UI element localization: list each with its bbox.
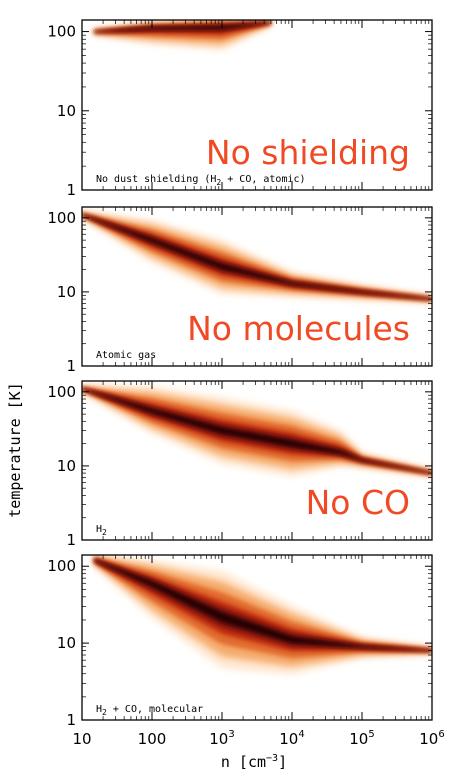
panel-frame: [81, 380, 433, 541]
x-tick-label: 104: [279, 729, 304, 748]
panel-3: 1 10 100 H2 No CO: [47, 380, 433, 549]
y-tick-label: 10: [57, 634, 76, 652]
panel-label: H2 + CO, molecular: [96, 704, 203, 717]
panel-frame: [81, 554, 433, 721]
y-tick-label: 100: [47, 383, 76, 401]
annotation-overlay: No shielding: [206, 133, 410, 172]
density-level-6: [94, 559, 432, 651]
density-cloud: [82, 211, 432, 303]
y-tick-label: 1: [66, 181, 76, 199]
density-cloud: [82, 385, 432, 477]
density-level-2: [82, 212, 432, 302]
y-tick-label: 100: [47, 557, 76, 575]
density-level-6: [94, 22, 271, 32]
y-axis-label: temperature [K]: [6, 382, 24, 517]
annotation-overlay: No molecules: [187, 309, 410, 348]
annotation-overlay: No CO: [306, 483, 410, 522]
y-tick-label: 1: [66, 531, 76, 549]
y-tick-label: 1: [66, 711, 76, 729]
y-tick-label: 1: [66, 357, 76, 375]
y-tick-label: 10: [57, 283, 76, 301]
y-tick-label: 10: [57, 457, 76, 475]
x-axis: 10 100 103 104 105 106: [72, 729, 444, 748]
panel-4: 1 10 100 H2 + CO, molecular: [47, 554, 433, 729]
panel-1: 1 10 100 No dust shielding (H2 + CO, atomic…: [47, 19, 433, 199]
density-cloud: [94, 555, 432, 675]
panel-label: H2: [96, 524, 107, 537]
density-level-3: [82, 213, 432, 301]
density-cloud: [94, 20, 271, 51]
y-tick-label: 100: [47, 23, 76, 41]
x-tick-label: 100: [138, 730, 167, 748]
x-axis-label: n [cm−3]: [221, 753, 287, 771]
panel-frame: [81, 206, 433, 367]
panels: 1 10 100 No dust shielding (H2 + CO, atomic…: [47, 19, 433, 729]
panel-frame: [81, 19, 433, 191]
density-level-5: [82, 388, 432, 474]
panel-2: 1 10 100 Atomic gas No molecules: [47, 206, 433, 375]
y-tick-label: 100: [47, 209, 76, 227]
panel-label: Atomic gas: [96, 350, 156, 361]
y-tick-label: 10: [57, 102, 76, 120]
x-tick-label: 105: [349, 729, 374, 748]
panel-label: No dust shielding (H2 + CO, atomic): [96, 174, 306, 187]
x-tick-label: 103: [209, 729, 234, 748]
x-tick-label: 10: [72, 730, 91, 748]
density-level-3: [94, 557, 432, 659]
x-tick-label: 106: [419, 729, 444, 748]
